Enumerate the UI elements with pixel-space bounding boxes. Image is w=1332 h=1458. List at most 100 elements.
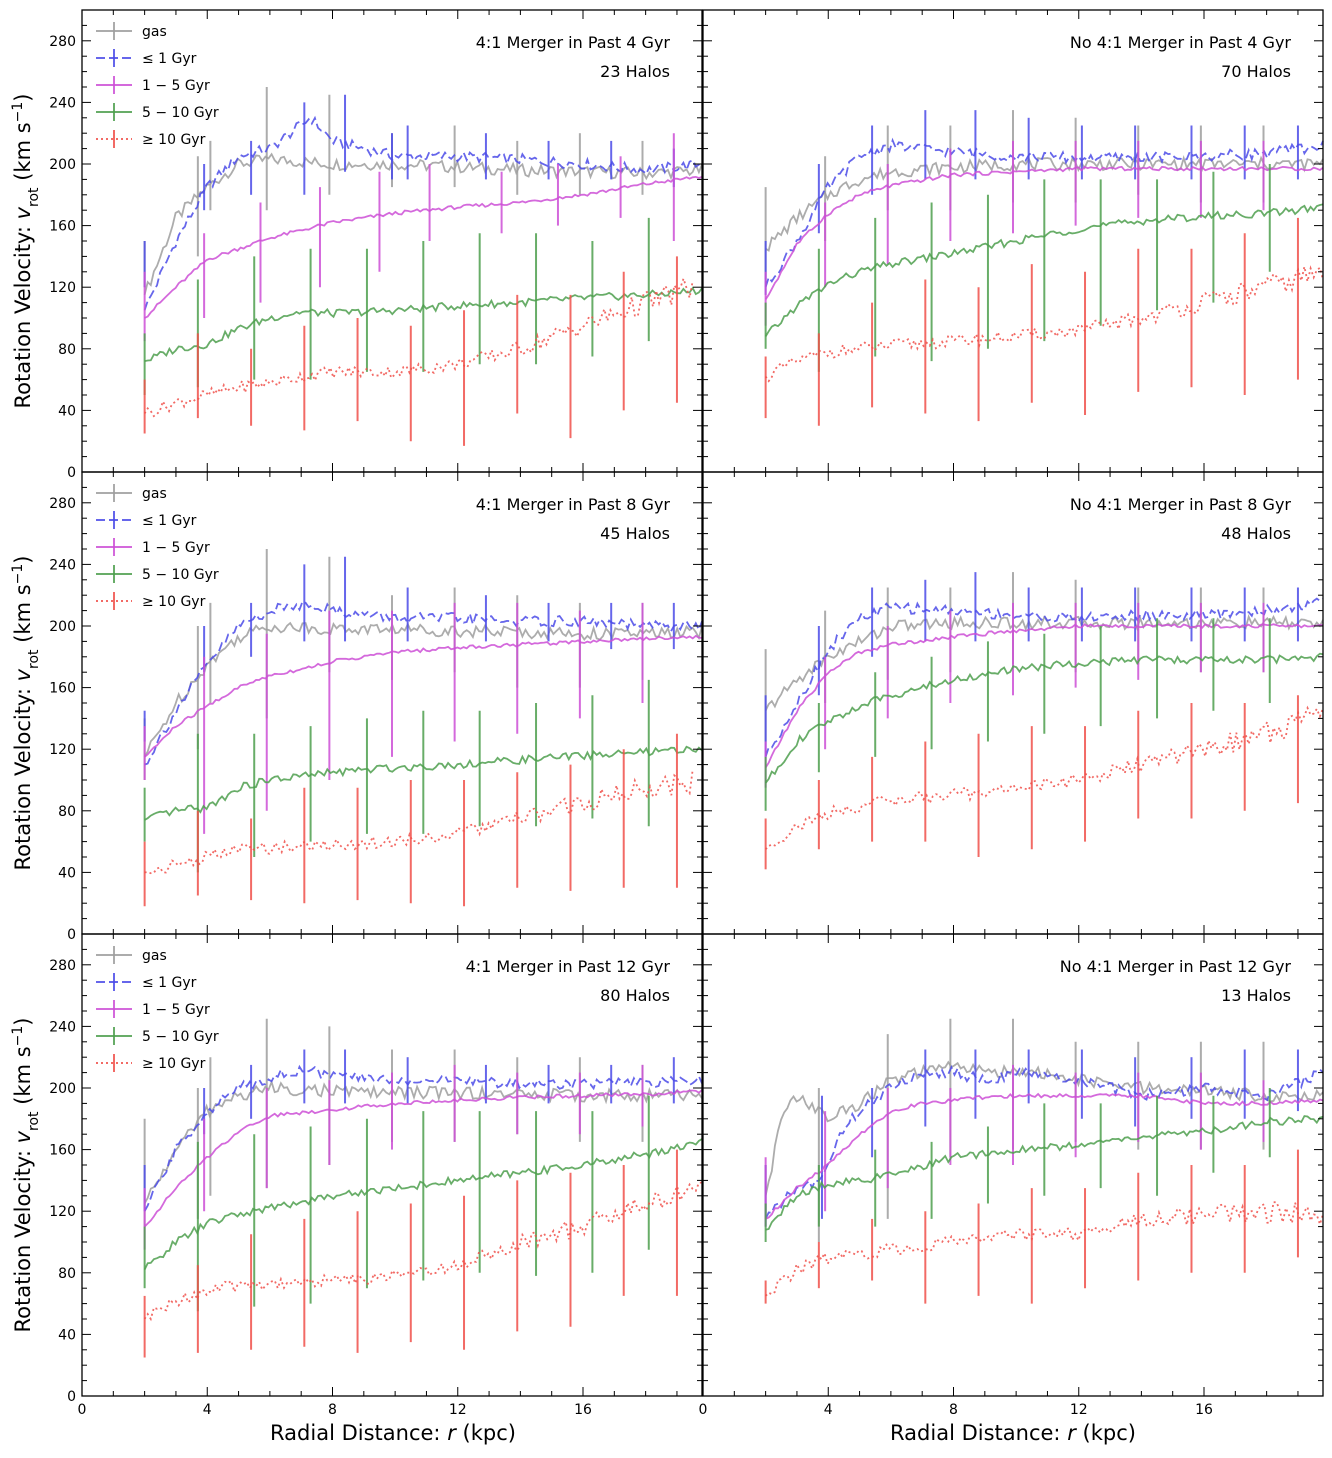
y-tick-label: 120: [49, 1204, 76, 1220]
panel-2: No 4:1 Merger in Past 4 Gyr 70 Halos: [702, 9, 1324, 473]
series-m15: [764, 602, 1324, 788]
legend-label: ≤ 1 Gyr: [142, 51, 197, 67]
panel-subtitle: 80 Halos: [600, 986, 670, 1005]
y-axis-label-part: rot: [26, 1111, 42, 1131]
y-tick-label: 80: [58, 804, 76, 820]
series-line: [764, 1060, 1324, 1196]
series-line: [144, 634, 703, 758]
y-axis-label-part: Rotation Velocity: [11, 694, 35, 870]
y-tick-label: 120: [49, 280, 76, 296]
series-m15: [143, 1064, 703, 1250]
legend-item-ge10: ≥ 10 Gyr: [96, 130, 206, 148]
y-axis-label-part: v: [11, 668, 35, 681]
legend-label: 5 − 10 Gyr: [142, 1029, 219, 1045]
x-axis-label-left: Radial Distance: r (kpc): [270, 1421, 516, 1445]
x-axis-label-right: Radial Distance: r (kpc): [890, 1421, 1136, 1445]
legend-item-le1: ≤ 1 Gyr: [96, 511, 197, 529]
y-axis-label: Rotation Velocity: vrot (km s−1): [10, 555, 42, 870]
axis-labels-layer: Radial Distance: r (kpc) Radial Distance…: [270, 1421, 1136, 1445]
series-m510: [143, 1095, 703, 1312]
x-tick-label: 0: [699, 1402, 708, 1418]
y-axis-label-part: (km s: [11, 122, 35, 180]
series-m15: [764, 1064, 1324, 1227]
legend-label: 1 − 5 Gyr: [142, 78, 210, 94]
y-tick-label: 160: [49, 681, 76, 697]
y-axis-label-part: rot: [26, 649, 42, 669]
legend-label: 5 − 10 Gyr: [142, 567, 219, 583]
series-line: [764, 265, 1324, 383]
series-line: [143, 621, 703, 758]
series-line: [143, 1089, 703, 1228]
legend-label: 1 − 5 Gyr: [142, 1002, 210, 1018]
panel-title: No 4:1 Merger in Past 12 Gyr: [1060, 957, 1292, 976]
y-tick-label: 80: [58, 342, 76, 358]
legend-item-m15: 1 − 5 Gyr: [96, 538, 210, 556]
legend-item-m15: 1 − 5 Gyr: [96, 1000, 210, 1018]
series-ge10: [764, 1149, 1324, 1304]
y-axis-label: Rotation Velocity: vrot (km s−1): [10, 93, 42, 408]
legend: gas ≤ 1 Gyr 1 − 5 Gyr 5 − 10 Gyr ≥ 10 Gyr: [96, 484, 219, 610]
y-axis-label-part: −1: [10, 102, 26, 123]
series-ge10: [143, 1149, 703, 1358]
y-tick-label: 160: [49, 1143, 76, 1159]
y-tick-label: 200: [49, 1081, 76, 1097]
series-m15: [764, 140, 1324, 326]
y-axis-label-part: [11, 1105, 35, 1112]
panel-5: 0 40 80 120 160 200 240 280 0 4 8 12 16 4:1 Merger in…: [10, 933, 703, 1418]
panel-subtitle: 48 Halos: [1221, 524, 1291, 543]
y-tick-label: 80: [58, 1266, 76, 1282]
series-line: [764, 137, 1324, 288]
y-tick-label: 120: [49, 742, 76, 758]
legend: gas ≤ 1 Gyr 1 − 5 Gyr 5 − 10 Gyr ≥ 10 Gyr: [96, 22, 219, 148]
y-axis-label-part: (km s: [11, 1046, 35, 1104]
legend-label: ≤ 1 Gyr: [142, 975, 197, 991]
y-axis-label-part: :: [11, 219, 35, 233]
panel-title: 4:1 Merger in Past 12 Gyr: [466, 957, 671, 976]
panel-4: No 4:1 Merger in Past 8 Gyr 48 Halos: [702, 471, 1324, 935]
y-axis-label-part: ): [11, 93, 35, 101]
series-line: [143, 115, 703, 311]
x-tick-label: 4: [203, 1402, 212, 1418]
series-line: [764, 623, 1324, 769]
series-ge10: [143, 733, 694, 907]
legend-label: gas: [142, 486, 167, 502]
panel-3: 0 40 80 120 160 200 240 280 4:1 Merger in Past 8…: [10, 471, 703, 943]
x-axis-label-unit: (kpc): [463, 1421, 516, 1445]
legend-label: gas: [142, 24, 167, 40]
panel-subtitle: 45 Halos: [600, 524, 670, 543]
x-axis-label-unit: (kpc): [1083, 1421, 1136, 1445]
y-axis-label-part: (km s: [11, 584, 35, 642]
series-ge10: [764, 217, 1324, 426]
legend-item-ge10: ≥ 10 Gyr: [96, 592, 206, 610]
series-line: [143, 1064, 703, 1212]
panel-title: 4:1 Merger in Past 4 Gyr: [476, 33, 671, 52]
series-line: [143, 275, 694, 418]
series-ge10: [764, 695, 1324, 870]
y-axis-label-part: ): [11, 555, 35, 563]
series-m15: [143, 133, 703, 342]
y-tick-label: 280: [49, 496, 76, 512]
y-tick-label: 40: [58, 403, 76, 419]
series-le1: [764, 572, 1324, 758]
y-axis-label-part: Rotation Velocity: [11, 1156, 35, 1332]
y-tick-label: 40: [58, 1327, 76, 1343]
legend-item-gas: gas: [96, 22, 167, 40]
legend-item-gas: gas: [96, 484, 167, 502]
series-line: [764, 1201, 1324, 1297]
y-tick-label: 240: [49, 1019, 76, 1035]
legend-item-m510: 5 − 10 Gyr: [96, 103, 219, 121]
legend-label: 1 − 5 Gyr: [142, 540, 210, 556]
legend-label: gas: [142, 948, 167, 964]
series-m510: [764, 1088, 1324, 1242]
y-axis-label-part: rot: [26, 187, 42, 207]
series-line: [144, 770, 694, 875]
y-axis-label-part: :: [11, 1143, 35, 1157]
legend-label: ≥ 10 Gyr: [142, 594, 206, 610]
y-tick-label: 200: [49, 619, 76, 635]
y-tick-label: 200: [49, 157, 76, 173]
x-tick-label: 8: [949, 1402, 958, 1418]
legend: gas ≤ 1 Gyr 1 − 5 Gyr 5 − 10 Gyr ≥ 10 Gyr: [96, 946, 219, 1072]
x-axis-label-symbol: r: [1067, 1421, 1077, 1445]
x-axis-label-text: Radial Distance: [270, 1421, 433, 1445]
x-tick-label: 12: [1070, 1402, 1088, 1418]
